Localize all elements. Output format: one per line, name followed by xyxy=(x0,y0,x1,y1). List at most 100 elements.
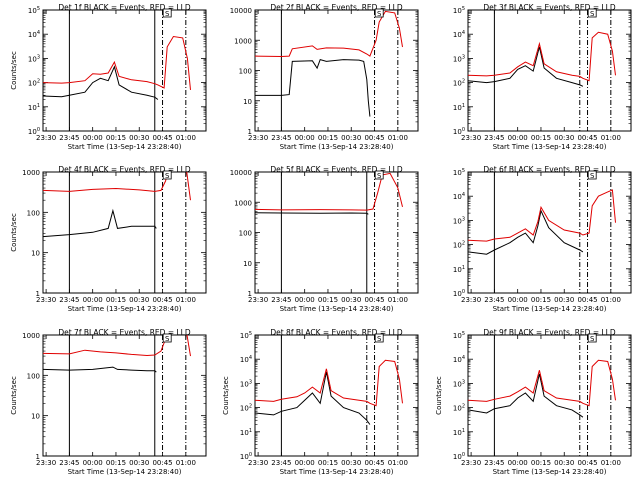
chart-title: Det 8f BLACK = Events, RED = LLD xyxy=(270,328,403,337)
x-tick-label: 00:30 xyxy=(341,459,361,467)
y-tick-label: 10000 xyxy=(230,169,252,177)
marker-box xyxy=(587,170,597,180)
x-tick-label: 00:00 xyxy=(508,134,528,142)
x-axis-label: Start Time (13-Sep-14 23:28:40) xyxy=(493,143,607,151)
lld-line xyxy=(43,35,191,90)
lld-line xyxy=(43,172,191,201)
x-tick-label: 01:00 xyxy=(176,134,196,142)
y-tick-label: 103 xyxy=(28,54,40,63)
y-tick-label: 100 xyxy=(453,127,465,136)
plot-frame xyxy=(254,171,419,294)
events-line xyxy=(468,373,584,418)
x-tick-label: 00:30 xyxy=(554,296,574,304)
marker-label: S xyxy=(165,10,170,18)
x-tick-label: 01:00 xyxy=(601,459,621,467)
y-tick-label: 1000 xyxy=(234,37,252,45)
x-tick-label: 00:15 xyxy=(106,459,126,467)
y-tick-label: 100 xyxy=(28,127,40,136)
x-tick-label: 00:00 xyxy=(83,296,103,304)
marker-box xyxy=(374,333,384,343)
x-tick-label: 23:45 xyxy=(484,134,504,142)
x-tick-label: 00:15 xyxy=(106,134,126,142)
chart-panel: Det 7f BLACK = Events, RED = LLD 1 10 100 10… xyxy=(10,328,207,476)
y-tick-label: 104 xyxy=(240,355,252,364)
plot-frame xyxy=(254,9,419,132)
y-tick-label: 105 xyxy=(28,6,40,15)
x-tick-label: 23:45 xyxy=(59,134,79,142)
y-tick-label: 1000 xyxy=(22,169,40,177)
y-tick-label: 101 xyxy=(453,265,465,274)
x-tick-label: 00:15 xyxy=(318,459,338,467)
y-tick-label: 102 xyxy=(453,79,465,88)
series-group xyxy=(468,359,616,418)
x-tick-label: 00:30 xyxy=(129,134,149,142)
marker-label: S xyxy=(377,10,382,18)
y-tick-label: 101 xyxy=(453,103,465,112)
x-tick-label: 00:15 xyxy=(531,296,551,304)
lld-line xyxy=(43,335,191,357)
x-axis-label: Start Time (13-Sep-14 23:28:40) xyxy=(493,305,607,313)
x-tick-label: 23:30 xyxy=(36,134,56,142)
x-tick-label: 23:30 xyxy=(248,134,268,142)
chart-title: Det 9f BLACK = Events, RED = LLD xyxy=(483,328,616,337)
y-axis-label: Counts/sec xyxy=(435,376,443,415)
lld-line xyxy=(255,172,403,211)
y-tick-label: 10 xyxy=(243,98,252,106)
x-tick-label: 00:00 xyxy=(295,296,315,304)
x-tick-label: 00:00 xyxy=(295,459,315,467)
plot-frame xyxy=(467,334,632,457)
y-tick-label: 102 xyxy=(453,404,465,413)
marker-label: S xyxy=(590,335,595,343)
events-line xyxy=(43,65,159,100)
chart-title: Det 7f BLACK = Events, RED = LLD xyxy=(58,328,191,337)
marker-box xyxy=(374,170,384,180)
chart-panel: Det 2f BLACK = Events, RED = LLD 1 10 100 10… xyxy=(230,3,419,151)
y-tick-label: 104 xyxy=(453,192,465,201)
events-line xyxy=(255,212,369,215)
series-group xyxy=(43,172,191,238)
chart-title: Det 1f BLACK = Events, RED = LLD xyxy=(58,3,191,12)
series-group xyxy=(43,335,191,373)
x-tick-label: 00:30 xyxy=(129,296,149,304)
y-tick-label: 100 xyxy=(453,289,465,298)
y-tick-label: 103 xyxy=(453,54,465,63)
marker-box xyxy=(162,170,172,180)
x-tick-label: 00:15 xyxy=(318,296,338,304)
y-tick-label: 10 xyxy=(31,413,40,421)
y-axis-label: Counts/sec xyxy=(222,376,230,415)
y-tick-label: 100 xyxy=(453,452,465,461)
chart-title: Det 5f BLACK = Events, RED = LLD xyxy=(270,165,403,174)
marker-box xyxy=(587,333,597,343)
series-group xyxy=(468,189,616,255)
chart-panel: Det 8f BLACK = Events, RED = LLD 100 101 10… xyxy=(222,328,419,476)
chart-panel: Det 1f BLACK = Events, RED = LLD 100 101 10… xyxy=(10,3,207,151)
y-tick-label: 1 xyxy=(248,128,252,136)
y-tick-label: 10 xyxy=(243,260,252,268)
y-tick-label: 1000 xyxy=(234,199,252,207)
chart-panel: Det 5f BLACK = Events, RED = LLD 1 10 100 10… xyxy=(230,165,419,313)
y-tick-label: 103 xyxy=(240,379,252,388)
chart-panel: Det 4f BLACK = Events, RED = LLD 1 10 100 10… xyxy=(10,165,207,313)
x-tick-label: 23:30 xyxy=(461,134,481,142)
y-axis-label: Counts/sec xyxy=(10,376,18,415)
marker-label: S xyxy=(165,335,170,343)
plot-frame xyxy=(467,9,632,132)
y-tick-label: 101 xyxy=(28,103,40,112)
y-tick-label: 100 xyxy=(239,230,252,238)
y-tick-label: 104 xyxy=(28,30,40,39)
y-tick-label: 10 xyxy=(31,250,40,258)
x-tick-label: 23:30 xyxy=(36,296,56,304)
x-tick-label: 00:30 xyxy=(341,134,361,142)
plot-frame xyxy=(467,171,632,294)
chart-title: Det 4f BLACK = Events, RED = LLD xyxy=(58,165,191,174)
lld-line xyxy=(468,31,616,82)
x-tick-label: 00:45 xyxy=(364,296,384,304)
x-tick-label: 00:30 xyxy=(129,459,149,467)
marker-label: S xyxy=(590,172,595,180)
x-tick-label: 00:00 xyxy=(83,134,103,142)
x-tick-label: 00:00 xyxy=(508,296,528,304)
series-group xyxy=(43,35,191,100)
y-axis-label: Counts/sec xyxy=(10,51,18,90)
x-tick-label: 00:45 xyxy=(152,296,172,304)
y-tick-label: 100 xyxy=(27,372,40,380)
